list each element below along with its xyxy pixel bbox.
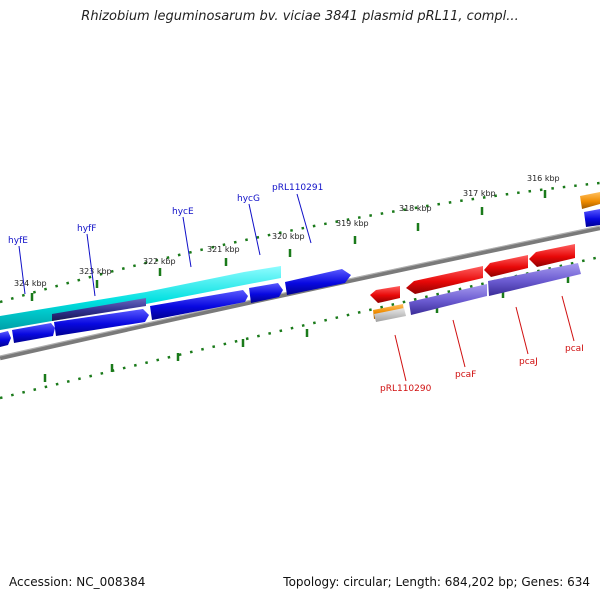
cds-arrow-red — [370, 286, 400, 303]
forward-gene-leaders — [18, 193, 312, 297]
gene-label-hycG: hycG — [237, 194, 260, 204]
region-orange — [580, 192, 600, 209]
cds-arrow-red — [484, 255, 528, 277]
region-purple — [409, 284, 487, 315]
gene-label-pRL110291: pRL110291 — [272, 183, 323, 193]
reverse-cds-track — [370, 244, 581, 322]
gene-label-hycE: hycE — [172, 207, 194, 217]
cds-arrow-blue — [584, 209, 600, 227]
gene-label-pcaI: pcaI — [565, 344, 584, 354]
gene-label-hyfF: hyfF — [77, 224, 96, 234]
tick-label-317: 317 kbp — [463, 189, 496, 198]
region-gray — [374, 308, 406, 322]
major-ticks — [30, 190, 570, 382]
tick-label-323: 323 kbp — [79, 267, 112, 276]
cds-arrow-blue — [0, 331, 11, 347]
tick-label-324: 324 kbp — [14, 279, 47, 288]
gene-label-pcaF: pcaF — [455, 370, 476, 380]
tick-label-321: 321 kbp — [207, 245, 240, 254]
cds-arrow-blue — [285, 269, 351, 295]
tick-label-319: 319 kbp — [336, 219, 369, 228]
cds-arrow-blue — [54, 309, 149, 336]
tick-label-318: 318 kbp — [399, 204, 432, 213]
tick-label-316: 316 kbp — [527, 174, 560, 183]
cds-arrow-blue — [12, 323, 55, 343]
gene-label-pRL110290: pRL110290 — [380, 384, 432, 394]
genome-info-label: Topology: circular; Length: 684,202 bp; … — [283, 575, 590, 589]
tick-label-320: 320 kbp — [272, 232, 305, 241]
cds-arrow-blue — [249, 283, 283, 303]
genome-backbone — [0, 225, 600, 361]
reverse-gene-leaders — [394, 295, 575, 382]
gene-label-hyfE: hyfE — [8, 236, 28, 246]
gene-label-pcaJ: pcaJ — [519, 357, 538, 367]
region-band-navy — [52, 298, 146, 321]
cds-arrow-blue — [150, 290, 248, 320]
map-title: Rhizobium leguminosarum bv. viciae 3841 … — [81, 9, 519, 24]
cds-arrow-red — [529, 244, 575, 267]
accession-label: Accession: NC_008384 — [9, 575, 146, 589]
region-purple — [488, 263, 581, 296]
forward-cds-track — [0, 192, 600, 347]
tick-label-322: 322 kbp — [143, 257, 176, 266]
cds-arrow-red — [406, 266, 483, 294]
